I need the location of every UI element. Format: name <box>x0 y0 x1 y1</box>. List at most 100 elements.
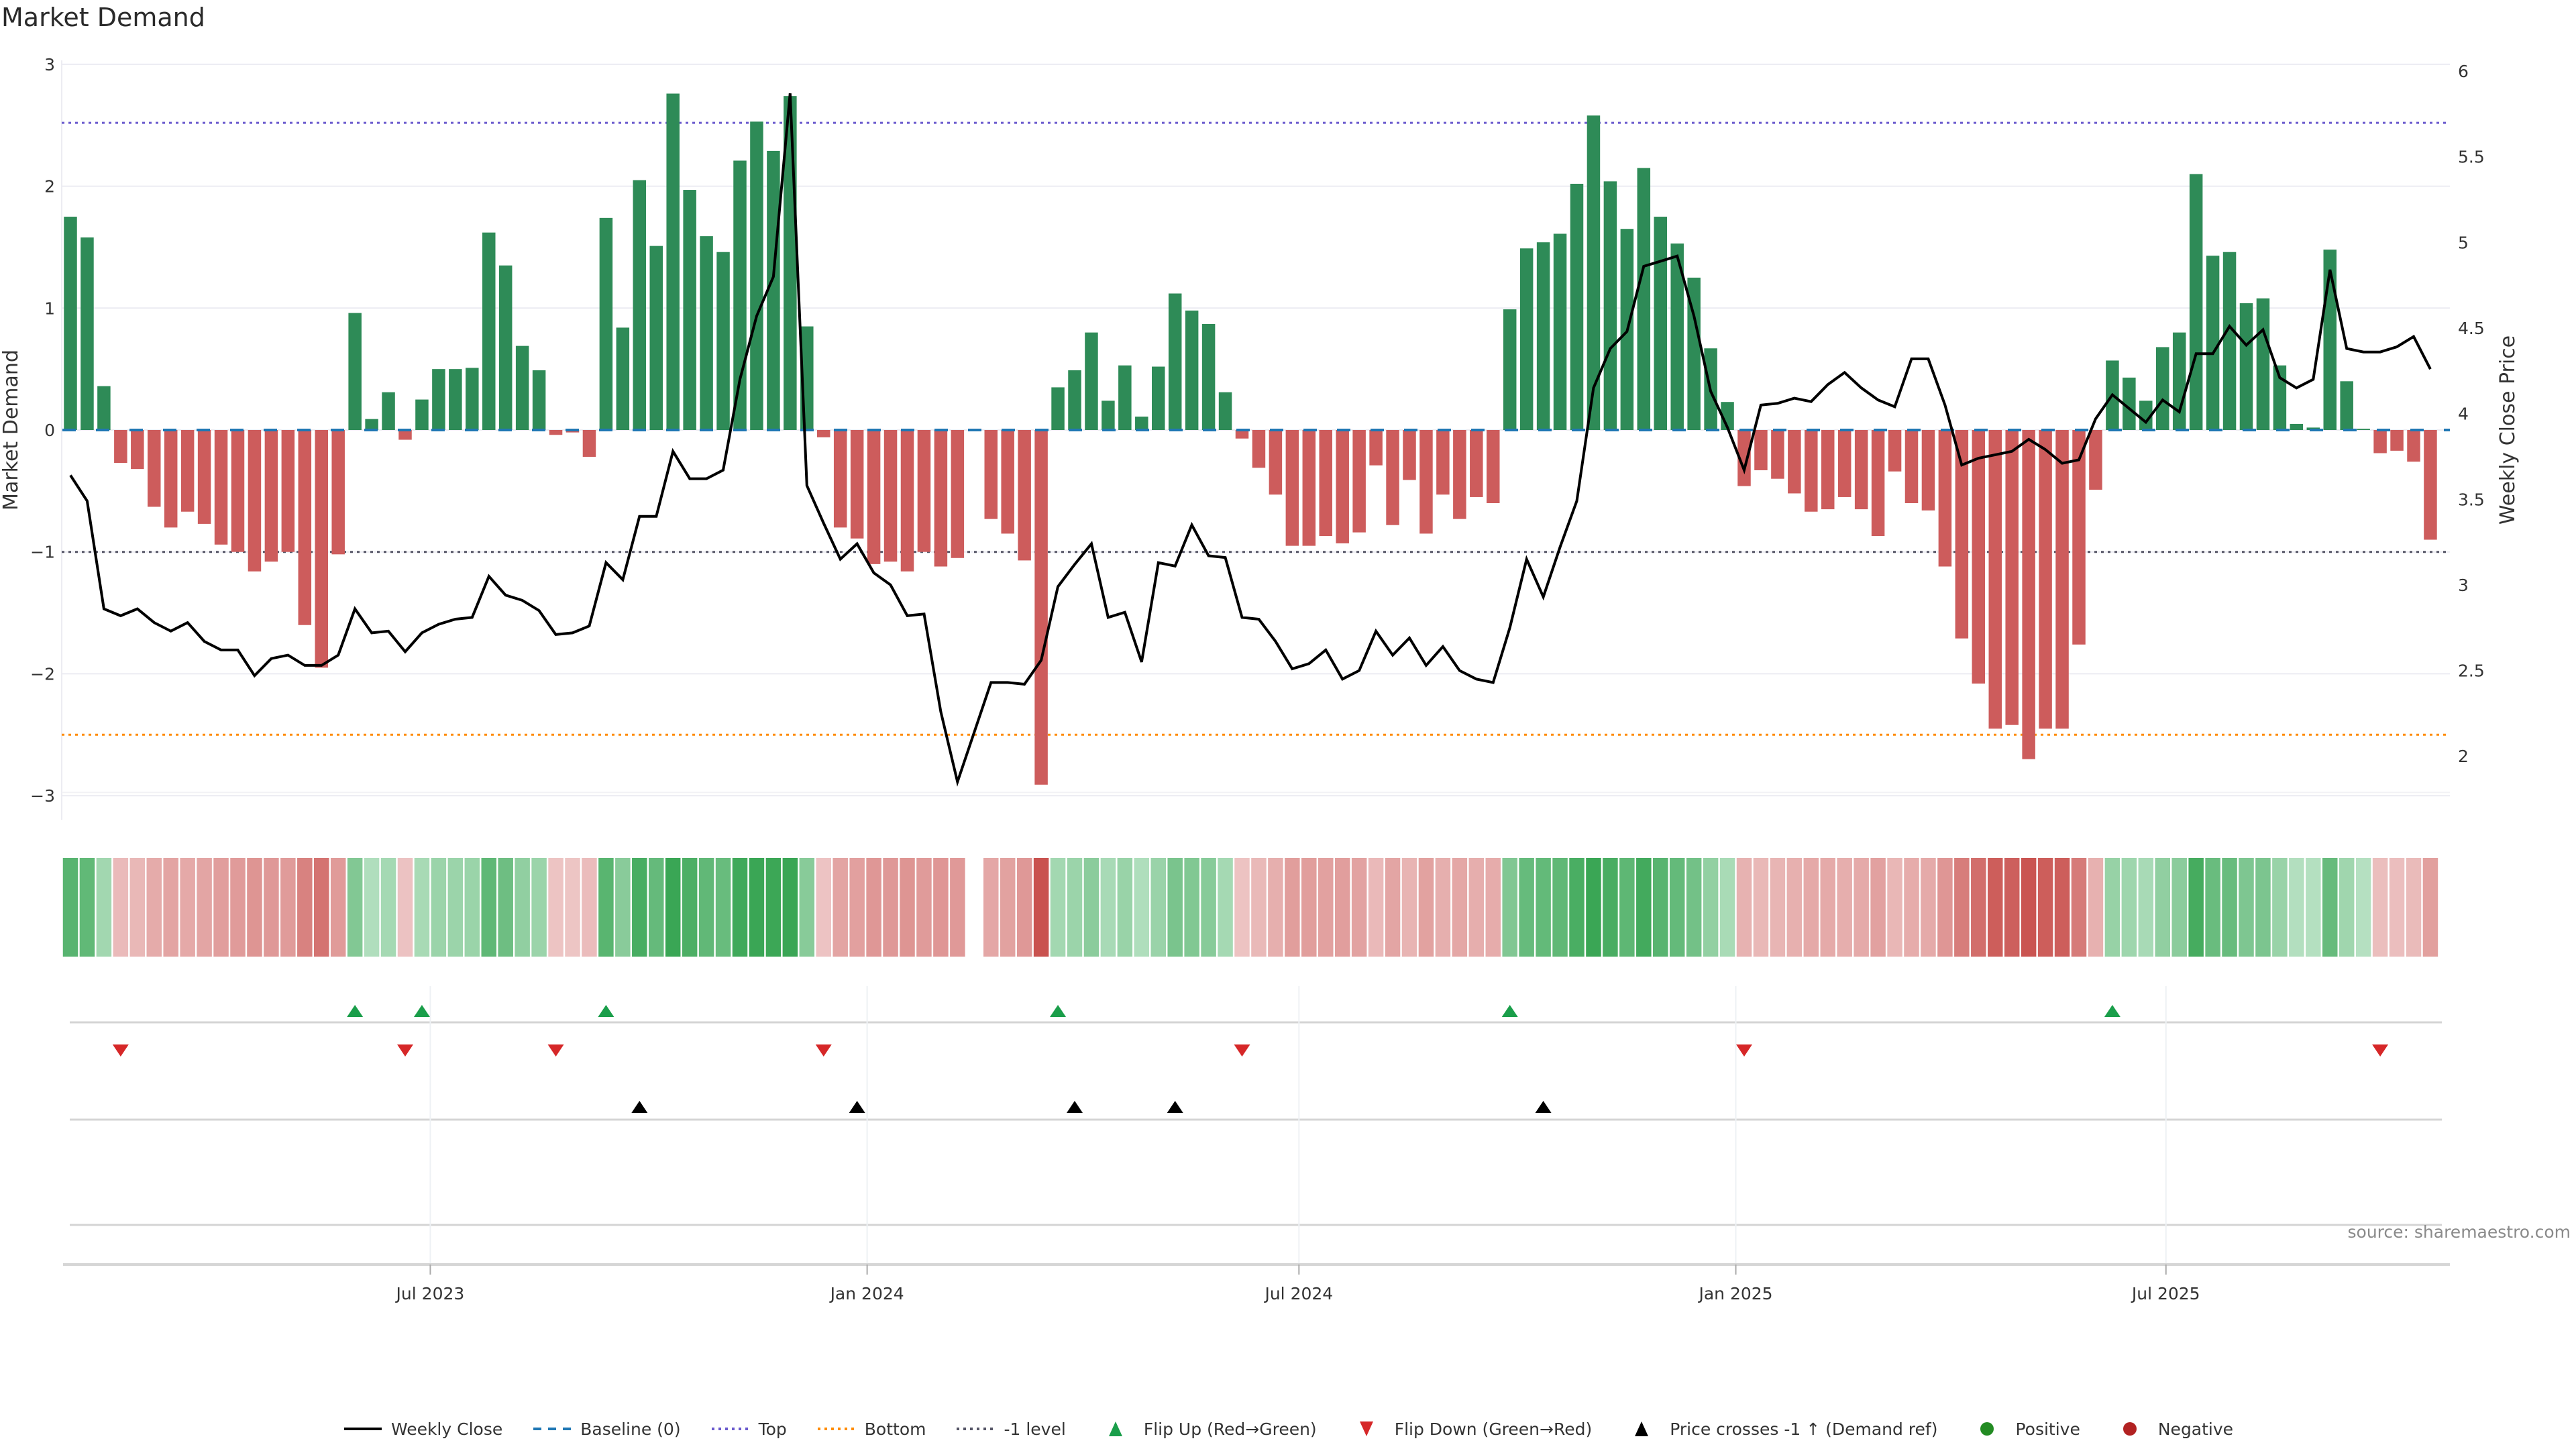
heatmap-cell <box>2138 858 2154 957</box>
heatmap-cell <box>916 858 932 957</box>
heatmap-cell <box>1285 858 1300 957</box>
positive-bar <box>382 392 395 430</box>
heatmap-cell <box>264 858 279 957</box>
heatmap-cell <box>1134 858 1150 957</box>
heatmap-cell <box>1753 858 1769 957</box>
legend-label: -1 level <box>1004 1419 1066 1439</box>
heatmap-cell <box>1988 858 2003 957</box>
positive-bar <box>2189 174 2203 430</box>
legend-item-weekly-close[interactable]: Weekly Close <box>343 1419 502 1439</box>
legend: Weekly Close Baseline (0) Top Bottom -1 leve… <box>0 1414 2576 1444</box>
heatmap-cell <box>380 858 396 957</box>
heatmap-cell <box>1686 858 1702 957</box>
positive-bar <box>482 232 496 430</box>
negative-bar <box>1837 430 1851 497</box>
legend-label: Positive <box>2015 1419 2080 1439</box>
heatmap-cell <box>431 858 447 957</box>
negative-bar <box>917 430 931 552</box>
positive-bar <box>1185 310 1199 430</box>
heatmap-cell <box>1552 858 1568 957</box>
positive-bar <box>498 265 513 430</box>
heatmap-cell <box>230 858 246 957</box>
legend-item-price-cross[interactable]: Price crosses -1 ↑ (Demand ref) <box>1621 1419 1937 1439</box>
negative-bar <box>2373 430 2387 453</box>
positive-bar <box>2172 332 2186 430</box>
heatmap-cell <box>950 858 965 957</box>
legend-item-negative[interactable]: Negative <box>2110 1419 2233 1439</box>
heatmap-cell <box>749 858 765 957</box>
heatmap-cell <box>96 858 112 957</box>
negative-bar <box>1972 430 1986 684</box>
heatmap-cell <box>1887 858 1902 957</box>
heatmap-cell <box>1452 858 1468 957</box>
heatmap-cell <box>2004 858 2020 957</box>
negative-bar <box>398 430 412 440</box>
legend-label: Negative <box>2157 1419 2234 1439</box>
negative-bar <box>2089 430 2102 490</box>
legend-item-baseline[interactable]: Baseline (0) <box>532 1419 681 1439</box>
positive-bar <box>2206 256 2220 430</box>
left-tick-label: 0 <box>44 421 55 440</box>
heatmap-cell <box>146 858 162 957</box>
negative-bar <box>984 430 998 519</box>
positive-bar <box>1503 309 1517 430</box>
legend-label: Flip Up (Red→Green) <box>1143 1419 1317 1439</box>
positive-bar <box>1570 183 1584 430</box>
heatmap-cell <box>1218 858 1233 957</box>
heatmap-cell <box>1033 858 1049 957</box>
heatmap-cell <box>1803 858 1819 957</box>
negative-bar <box>281 430 295 552</box>
flip-down-marker <box>547 1044 564 1057</box>
right-tick-label: 5 <box>2458 233 2469 252</box>
heatmap-cell <box>2121 858 2137 957</box>
legend-item-top[interactable]: Top <box>710 1419 787 1439</box>
negative-bar <box>549 430 563 435</box>
heatmap-cell <box>180 858 195 957</box>
flip-up-marker <box>2104 1005 2121 1017</box>
heatmap-cell <box>1719 858 1735 957</box>
left-axis-ticks: 3 2 1 0 −1 −2 −3 <box>30 55 55 806</box>
heatmap-cell <box>247 858 262 957</box>
heatmap-cell <box>1083 858 1099 957</box>
positive-bar <box>1587 115 1601 431</box>
heatmap-cell <box>163 858 178 957</box>
heatmap-cell <box>2021 858 2037 957</box>
legend-item-flip-up[interactable]: Flip Up (Red→Green) <box>1095 1419 1317 1439</box>
negative-bar <box>1888 430 1902 472</box>
right-axis-ticks: 6 5.5 5 4.5 4 3.5 3 2.5 2 <box>2458 62 2485 766</box>
negative-bar <box>1336 430 1349 543</box>
heatmap-cell <box>1418 858 1434 957</box>
positive-bar <box>1118 365 1132 430</box>
negative-bar <box>1988 430 2002 729</box>
right-tick-label: 4.5 <box>2458 319 2485 338</box>
right-tick-label: 5.5 <box>2458 148 2485 167</box>
x-axis: Jul 2023 Jan 2024 Jul 2024 Jan 2025 Jul 2025 <box>63 1263 2450 1303</box>
negative-legend-icon <box>2123 1422 2137 1436</box>
heatmap-cell <box>364 858 380 957</box>
weekly-close-line <box>69 93 2432 787</box>
legend-item-minus-one[interactable]: -1 level <box>955 1419 1066 1439</box>
heatmap-cell <box>782 858 798 957</box>
legend-item-positive[interactable]: Positive <box>1967 1419 2080 1439</box>
negative-bar <box>934 430 948 567</box>
legend-item-flip-down[interactable]: Flip Down (Green→Red) <box>1346 1419 1592 1439</box>
heatmap-cell <box>1569 858 1585 957</box>
positive-bar <box>2239 303 2253 430</box>
signal-markers <box>112 1005 2389 1113</box>
positive-bar <box>1201 323 1216 430</box>
heatmap-cell <box>197 858 212 957</box>
flip-down-marker <box>1234 1044 1250 1057</box>
negative-bar <box>1487 430 1500 504</box>
heatmap-cell <box>280 858 296 957</box>
heatmap-cell <box>833 858 848 957</box>
flip-up-marker <box>413 1005 430 1017</box>
heatmap-cell <box>1385 858 1401 957</box>
heatmap-cell <box>2222 858 2237 957</box>
legend-item-bottom[interactable]: Bottom <box>816 1419 926 1439</box>
heatmap-cell <box>1301 858 1317 957</box>
positive-bar <box>1687 277 1701 430</box>
heatmap-cell <box>1184 858 1199 957</box>
heatmap-cell <box>900 858 915 957</box>
heatmap-cell <box>849 858 865 957</box>
